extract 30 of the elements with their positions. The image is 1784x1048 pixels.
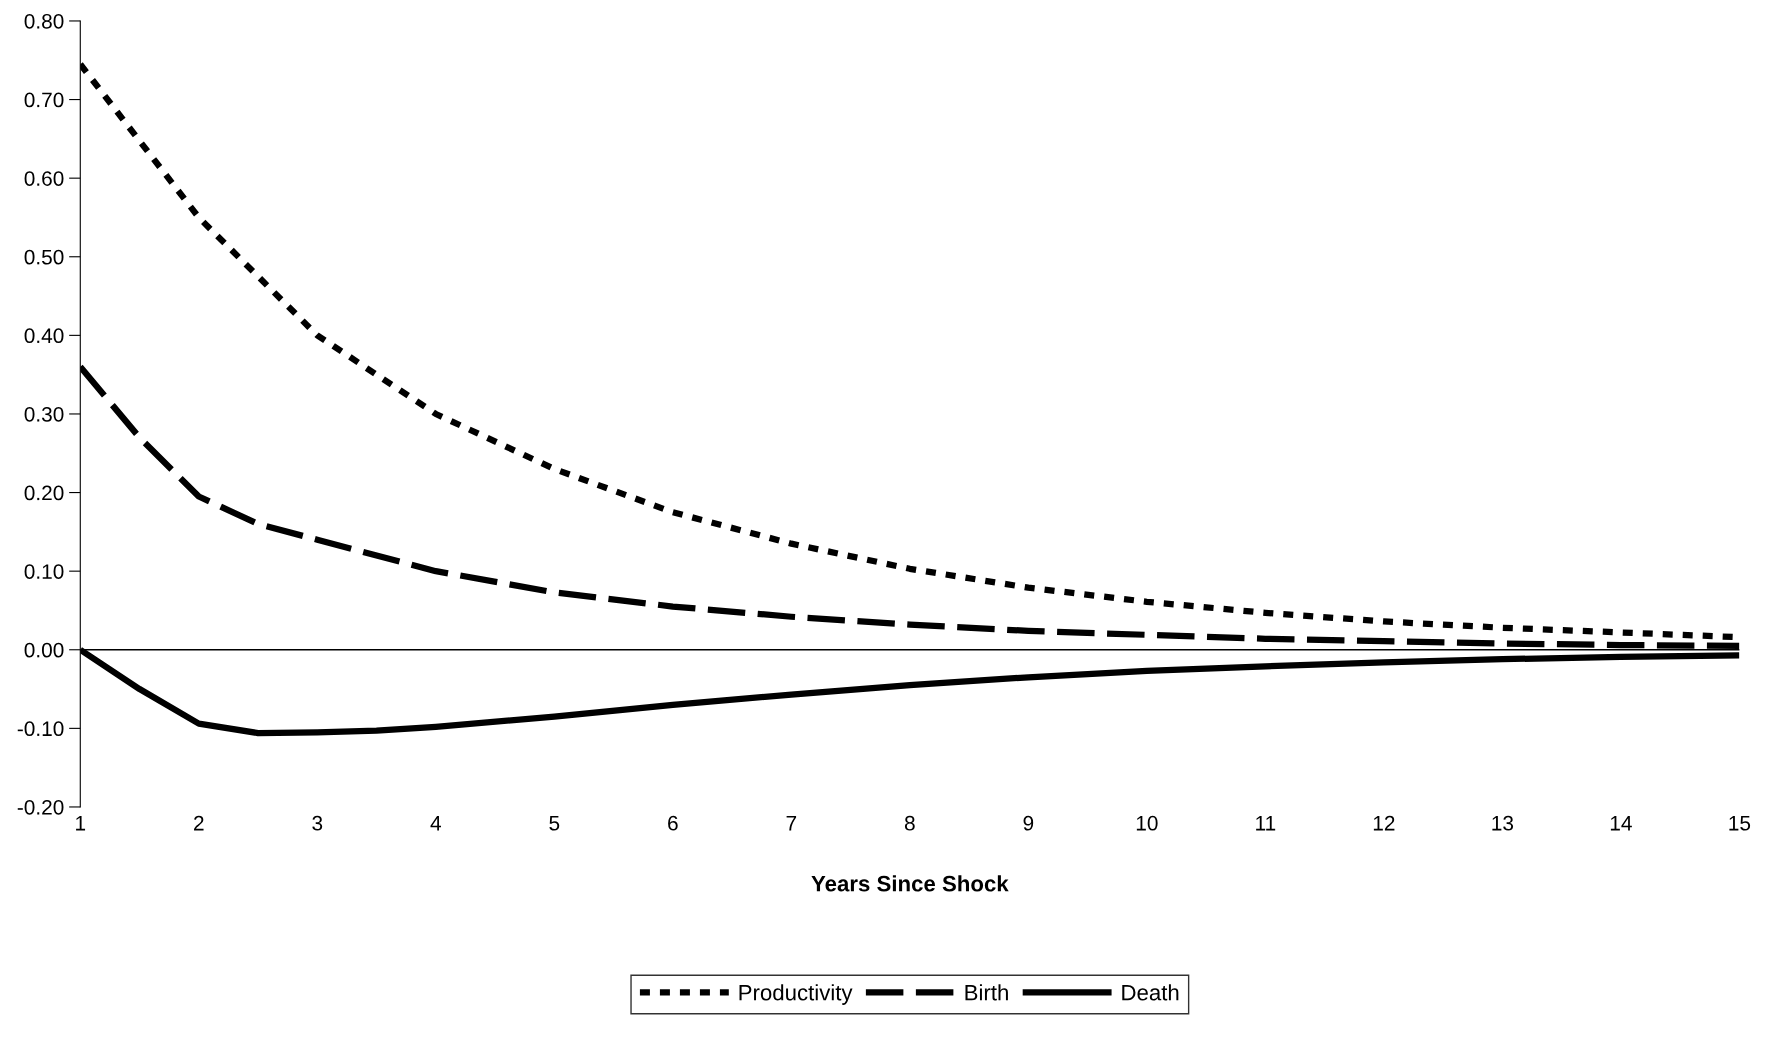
x-tick-label: 6 <box>668 815 678 831</box>
x-tick-label: 12 <box>1373 815 1395 831</box>
y-tick-label: 0.40 <box>24 328 64 344</box>
y-tick-label: 0.20 <box>24 485 64 501</box>
x-tick-label: 1 <box>76 816 86 831</box>
x-tick-label: 14 <box>1610 816 1632 831</box>
x-tick-label: 3 <box>312 815 323 831</box>
x-tick-label: 11 <box>1256 816 1276 831</box>
y-tick-label: 0.60 <box>24 171 64 186</box>
y-tick-label: 0.70 <box>24 92 64 108</box>
y-tick-label: 0.80 <box>24 13 64 29</box>
x-tick-label: 5 <box>549 816 560 831</box>
y-tick-label: 0.00 <box>24 642 64 658</box>
x-tick-label: 4 <box>430 816 441 831</box>
x-tick-label: 10 <box>1136 815 1158 831</box>
x-tick-label: 7 <box>786 816 797 831</box>
y-tick-label: 0.30 <box>24 406 64 422</box>
y-tick-label: -0.10 <box>17 721 64 737</box>
legend-label: Productivity <box>739 984 853 1005</box>
y-tick-label: -0.20 <box>17 799 64 815</box>
x-tick-label: 2 <box>194 815 204 831</box>
legend-label: Birth <box>965 984 1008 1001</box>
x-axis-title: Years Since Shock <box>811 875 1009 892</box>
x-tick-label: 9 <box>1023 815 1034 831</box>
legend-label: Death <box>1122 984 1179 1001</box>
x-tick-label: 13 <box>1492 815 1514 831</box>
y-tick-label: 0.10 <box>24 564 64 579</box>
y-tick-label: 0.50 <box>24 249 64 265</box>
x-tick-label: 8 <box>904 815 915 831</box>
x-tick-label: 15 <box>1729 816 1751 831</box>
